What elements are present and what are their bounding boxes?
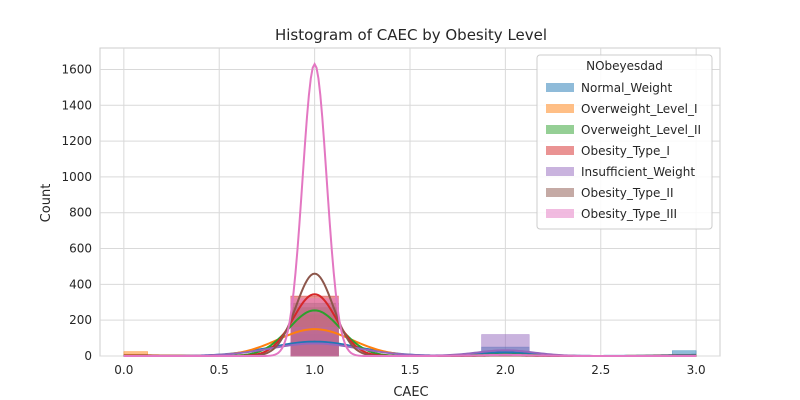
x-tick-label: 3.0 <box>687 363 706 377</box>
y-tick-label: 1400 <box>61 98 92 112</box>
y-tick-label: 400 <box>69 277 92 291</box>
y-tick-label: 600 <box>69 242 92 256</box>
y-tick-label: 1200 <box>61 134 92 148</box>
legend: NObeyesdad Normal_Weight Overweight_Level_… <box>536 54 713 230</box>
legend-swatch <box>546 188 574 197</box>
legend-swatch <box>546 146 574 155</box>
y-tick-label: 0 <box>84 349 92 363</box>
legend-swatch <box>546 83 574 92</box>
legend-entry: Overweight_Level_I <box>581 102 698 116</box>
x-tick-label: 1.5 <box>400 363 419 377</box>
histogram-bar <box>290 298 339 357</box>
x-tick-label: 0.0 <box>114 363 133 377</box>
y-tick-label: 800 <box>69 206 92 220</box>
legend-swatch <box>546 104 574 113</box>
legend-swatch <box>546 209 574 218</box>
x-tick-label: 2.0 <box>496 363 515 377</box>
grid <box>100 48 720 357</box>
legend-entry: Obesity_Type_I <box>581 144 670 158</box>
y-tick-label: 1000 <box>61 170 92 184</box>
legend-entry: Obesity_Type_III <box>581 207 677 221</box>
x-axis-label: CAEC <box>393 385 428 400</box>
legend-box <box>536 54 713 230</box>
chart-title: Histogram of CAEC by Obesity Level <box>275 26 547 44</box>
y-tick-label: 1600 <box>61 62 92 76</box>
x-tick-label: 2.5 <box>591 363 610 377</box>
legend-swatch <box>546 167 574 176</box>
x-tick-label: 0.5 <box>210 363 229 377</box>
legend-entry: Normal_Weight <box>581 81 673 95</box>
legend-entry: Insufficient_Weight <box>581 165 695 179</box>
x-tick-label: 1.0 <box>305 363 324 377</box>
y-tick-label: 200 <box>69 313 92 327</box>
legend-entry: Overweight_Level_II <box>581 123 701 137</box>
kde-line <box>123 61 697 357</box>
legend-entry: Obesity_Type_II <box>581 186 673 200</box>
y-axis-label: Count <box>39 184 54 223</box>
kde-curves <box>123 61 697 357</box>
legend-swatch <box>546 125 574 134</box>
legend-title: NObeyesdad <box>586 59 663 73</box>
